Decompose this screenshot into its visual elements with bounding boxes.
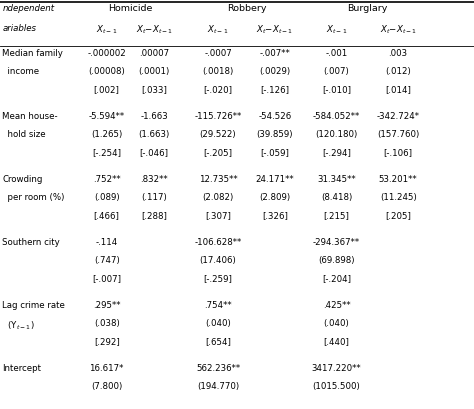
Text: $X_t$$-$$X_{t-1}$: $X_t$$-$$X_{t-1}$ — [380, 24, 417, 36]
Text: (29.522): (29.522) — [200, 130, 237, 139]
Text: [.466]: [.466] — [94, 211, 119, 220]
Text: .754**: .754** — [204, 301, 232, 310]
Text: 562.236**: 562.236** — [196, 364, 240, 373]
Text: 53.201**: 53.201** — [379, 175, 418, 184]
Text: $X_{t-1}$: $X_{t-1}$ — [96, 24, 118, 36]
Text: -.000002: -.000002 — [87, 49, 126, 58]
Text: -.001: -.001 — [326, 49, 347, 58]
Text: [.654]: [.654] — [205, 337, 231, 346]
Text: Southern city: Southern city — [2, 238, 60, 247]
Text: (2.082): (2.082) — [202, 193, 234, 202]
Text: (.0018): (.0018) — [202, 67, 234, 76]
Text: $X_t$$-$$X_{t-1}$: $X_t$$-$$X_{t-1}$ — [136, 24, 173, 36]
Text: [-.205]: [-.205] — [203, 148, 233, 157]
Text: ndependent: ndependent — [2, 4, 55, 13]
Text: [-.294]: [-.294] — [322, 148, 351, 157]
Text: [.307]: [.307] — [205, 211, 231, 220]
Text: income: income — [2, 67, 39, 76]
Text: (.040): (.040) — [324, 319, 349, 328]
Text: [.292]: [.292] — [94, 337, 119, 346]
Text: (.089): (.089) — [94, 193, 119, 202]
Text: .752**: .752** — [93, 175, 120, 184]
Text: [.215]: [.215] — [324, 211, 349, 220]
Text: (8.418): (8.418) — [321, 193, 352, 202]
Text: Homicide: Homicide — [108, 4, 153, 13]
Text: (17.406): (17.406) — [200, 256, 237, 265]
Text: [-.010]: [-.010] — [322, 85, 351, 94]
Text: [-.046]: [-.046] — [139, 148, 169, 157]
Text: (.00008): (.00008) — [88, 67, 125, 76]
Text: (69.898): (69.898) — [318, 256, 355, 265]
Text: hold size: hold size — [2, 130, 46, 139]
Text: -.114: -.114 — [96, 238, 118, 247]
Text: 16.617*: 16.617* — [90, 364, 124, 373]
Text: per room (%): per room (%) — [2, 193, 65, 202]
Text: [-.254]: [-.254] — [92, 148, 121, 157]
Text: Median family: Median family — [2, 49, 63, 58]
Text: [.002]: [.002] — [94, 85, 119, 94]
Text: [-.259]: [-.259] — [204, 274, 232, 283]
Text: 3417.220**: 3417.220** — [312, 364, 361, 373]
Text: [-.204]: [-.204] — [322, 274, 351, 283]
Text: [-.020]: [-.020] — [203, 85, 233, 94]
Text: Burglary: Burglary — [347, 4, 388, 13]
Text: [.440]: [.440] — [324, 337, 349, 346]
Text: (1015.500): (1015.500) — [313, 382, 360, 391]
Text: -.0007: -.0007 — [204, 49, 232, 58]
Text: 31.345**: 31.345** — [317, 175, 356, 184]
Text: [-.007]: [-.007] — [92, 274, 121, 283]
Text: -1.663: -1.663 — [140, 112, 168, 121]
Text: Robbery: Robbery — [227, 4, 266, 13]
Text: [.288]: [.288] — [141, 211, 167, 220]
Text: [.326]: [.326] — [262, 211, 288, 220]
Text: (.747): (.747) — [94, 256, 119, 265]
Text: $X_{t-1}$: $X_{t-1}$ — [326, 24, 347, 36]
Text: (.0001): (.0001) — [138, 67, 170, 76]
Text: .425**: .425** — [323, 301, 350, 310]
Text: (120.180): (120.180) — [315, 130, 358, 139]
Text: [.014]: [.014] — [385, 85, 411, 94]
Text: (194.770): (194.770) — [197, 382, 239, 391]
Text: (.038): (.038) — [94, 319, 119, 328]
Text: (157.760): (157.760) — [377, 130, 419, 139]
Text: ariables: ariables — [2, 24, 36, 33]
Text: (7.800): (7.800) — [91, 382, 122, 391]
Text: (2.809): (2.809) — [259, 193, 291, 202]
Text: $X_{t-1}$: $X_{t-1}$ — [207, 24, 229, 36]
Text: -115.726**: -115.726** — [194, 112, 242, 121]
Text: -5.594**: -5.594** — [89, 112, 125, 121]
Text: (Y$_{t-1}$): (Y$_{t-1}$) — [2, 319, 35, 332]
Text: .832**: .832** — [140, 175, 168, 184]
Text: 24.171**: 24.171** — [255, 175, 294, 184]
Text: (.040): (.040) — [205, 319, 231, 328]
Text: (39.859): (39.859) — [256, 130, 293, 139]
Text: [.205]: [.205] — [385, 211, 411, 220]
Text: (.117): (.117) — [141, 193, 167, 202]
Text: $X_t$$-$$X_{t-1}$: $X_t$$-$$X_{t-1}$ — [256, 24, 293, 36]
Text: [-.059]: [-.059] — [261, 148, 289, 157]
Text: (.012): (.012) — [385, 67, 411, 76]
Text: -106.628**: -106.628** — [194, 238, 242, 247]
Text: -584.052**: -584.052** — [313, 112, 360, 121]
Text: .295**: .295** — [93, 301, 120, 310]
Text: -.007**: -.007** — [260, 49, 290, 58]
Text: 12.735**: 12.735** — [199, 175, 237, 184]
Text: Mean house-: Mean house- — [2, 112, 58, 121]
Text: -342.724*: -342.724* — [377, 112, 419, 121]
Text: Intercept: Intercept — [2, 364, 41, 373]
Text: [-.126]: [-.126] — [260, 85, 290, 94]
Text: (.0029): (.0029) — [259, 67, 291, 76]
Text: (11.245): (11.245) — [380, 193, 417, 202]
Text: -54.526: -54.526 — [258, 112, 292, 121]
Text: Crowding: Crowding — [2, 175, 43, 184]
Text: Lag crime rate: Lag crime rate — [2, 301, 65, 310]
Text: .003: .003 — [389, 49, 408, 58]
Text: [.033]: [.033] — [141, 85, 167, 94]
Text: .00007: .00007 — [139, 49, 169, 58]
Text: (1.265): (1.265) — [91, 130, 122, 139]
Text: -294.367**: -294.367** — [313, 238, 360, 247]
Text: (1.663): (1.663) — [138, 130, 170, 139]
Text: (.007): (.007) — [324, 67, 349, 76]
Text: [-.106]: [-.106] — [383, 148, 413, 157]
